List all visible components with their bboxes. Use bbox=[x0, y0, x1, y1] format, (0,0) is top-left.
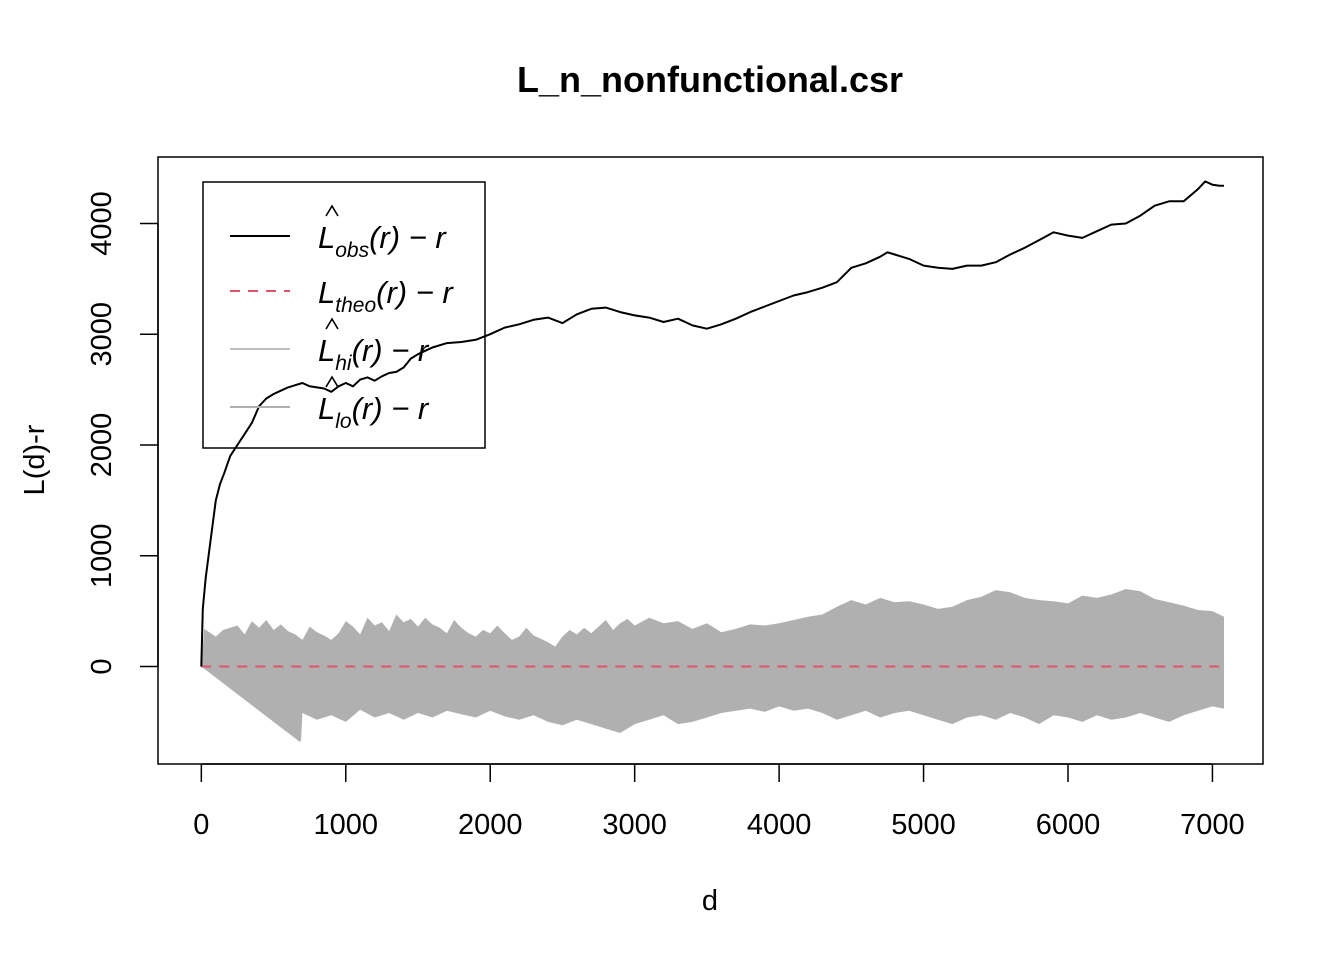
x-tick-label: 6000 bbox=[1036, 809, 1101, 841]
legend-label: Ltheo(r) − r bbox=[318, 275, 454, 317]
envelope-band bbox=[201, 589, 1225, 742]
legend-hat bbox=[325, 317, 339, 330]
x-axis: 0 1000 2000 3000 4000 5000 6000 7000 bbox=[193, 763, 1245, 841]
y-tick-label: 4000 bbox=[86, 191, 118, 256]
y-tick-label: 1000 bbox=[86, 524, 118, 589]
y-tick-label: 2000 bbox=[86, 413, 118, 478]
x-axis-label: d bbox=[702, 885, 718, 917]
series-lines bbox=[200, 180, 1224, 668]
legend: Lobs(r) − r Ltheo(r) − r Lhi(r) − r Llo(r) … bbox=[202, 181, 486, 449]
legend-box bbox=[202, 181, 486, 449]
y-axis: 0 1000 2000 3000 4000 bbox=[86, 191, 159, 675]
x-tick-label: 3000 bbox=[602, 809, 667, 841]
y-tick-label: 0 bbox=[86, 658, 118, 674]
y-tick-label: 3000 bbox=[86, 302, 118, 367]
x-tick-label: 2000 bbox=[458, 809, 523, 841]
x-tick-label: 0 bbox=[193, 809, 209, 841]
series-obs-line bbox=[200, 180, 1224, 667]
x-tick-label: 7000 bbox=[1180, 809, 1245, 841]
x-tick-label: 5000 bbox=[891, 809, 956, 841]
legend-item-hi: Lhi(r) − r bbox=[230, 317, 430, 375]
y-axis-label: L(d)-r bbox=[19, 424, 51, 495]
legend-item-obs: Lobs(r) − r bbox=[230, 204, 447, 262]
legend-label: Lobs(r) − r bbox=[318, 220, 447, 262]
x-tick-label: 1000 bbox=[314, 809, 379, 841]
legend-hat bbox=[325, 204, 339, 217]
legend-item-theo: Ltheo(r) − r bbox=[230, 275, 454, 317]
x-tick-label: 4000 bbox=[747, 809, 812, 841]
legend-label: Llo(r) − r bbox=[318, 391, 430, 433]
legend-label: Lhi(r) − r bbox=[318, 333, 430, 375]
legend-hat bbox=[325, 375, 339, 388]
envelope-band-area bbox=[201, 589, 1225, 742]
chart-title: L_n_nonfunctional.csr bbox=[517, 59, 903, 100]
